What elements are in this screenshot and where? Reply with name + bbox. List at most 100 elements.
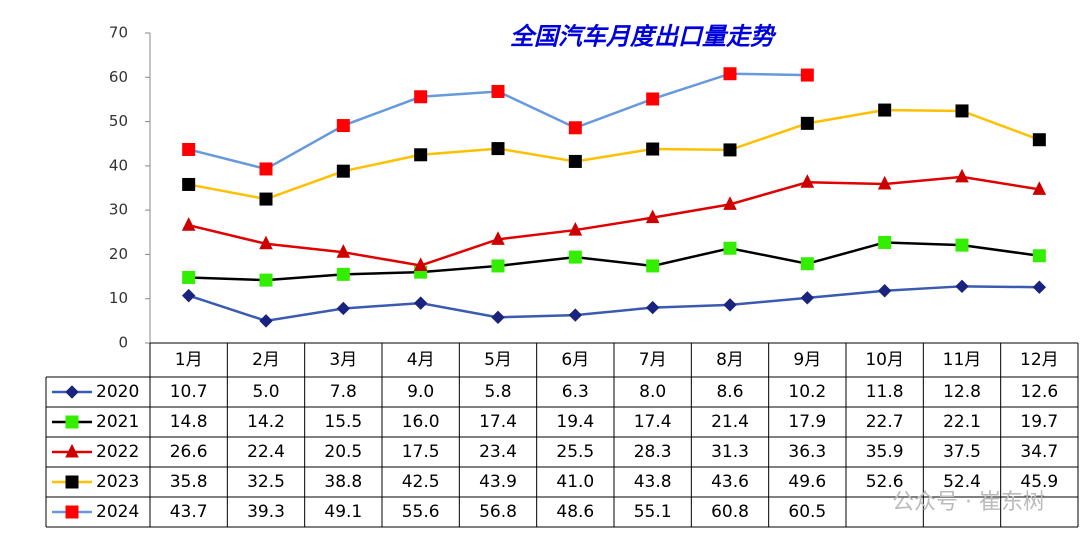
table-cell: 6.3: [562, 382, 589, 402]
table-cell: 60.8: [711, 502, 749, 522]
table-cell: 8.0: [639, 382, 666, 402]
table-cell: 5.8: [484, 382, 511, 402]
y-tick-label: 10: [109, 289, 128, 307]
marker: [259, 192, 273, 206]
table-cell: 19.7: [1020, 412, 1058, 432]
category-label: 12月: [1020, 350, 1059, 370]
marker: [800, 291, 815, 305]
table-cell: 19.4: [556, 412, 594, 432]
table-cell: 15.5: [324, 412, 362, 432]
marker: [955, 168, 969, 183]
marker: [182, 142, 196, 156]
table-cell: 49.6: [788, 472, 826, 492]
table-cell: 17.5: [402, 442, 440, 462]
table-cell: 45.9: [1020, 472, 1058, 492]
table-cell: 26.6: [170, 442, 208, 462]
marker: [568, 250, 582, 264]
marker: [1032, 133, 1046, 147]
marker: [568, 308, 583, 322]
table-cell: 22.1: [943, 412, 981, 432]
marker: [336, 164, 350, 178]
marker: [1032, 181, 1047, 195]
category-label: 1月: [175, 350, 203, 370]
table-cell: 55.6: [402, 502, 440, 522]
marker: [182, 177, 196, 191]
table-cell: 52.6: [866, 472, 904, 492]
table-cell: 52.4: [943, 472, 981, 492]
legend-label: 2022: [96, 442, 139, 462]
table-cell: 21.4: [711, 412, 749, 432]
marker: [723, 298, 737, 312]
table-cell: 60.5: [788, 502, 826, 522]
table-cell: 22.7: [866, 412, 904, 432]
marker: [491, 142, 505, 156]
table-cell: 17.4: [479, 412, 517, 432]
table-cell: 25.5: [556, 442, 594, 462]
category-label: 11月: [943, 350, 982, 370]
table-cell: 17.4: [634, 412, 672, 432]
marker: [800, 174, 815, 188]
table-cell: 32.5: [247, 472, 285, 492]
table-cell: 14.8: [170, 412, 208, 432]
table-cell: 35.8: [170, 472, 208, 492]
legend-marker: [65, 385, 79, 399]
marker: [646, 259, 660, 273]
category-label: 2月: [252, 350, 280, 370]
table-cell: 17.9: [788, 412, 826, 432]
marker: [800, 257, 814, 271]
marker: [259, 235, 273, 250]
y-tick-label: 50: [109, 112, 128, 130]
table-cell: 8.6: [716, 382, 743, 402]
marker: [336, 301, 351, 316]
watermark: 公众号 · 崔东树: [892, 490, 1045, 515]
legend-label: 2021: [96, 412, 139, 432]
table-cell: 43.8: [634, 472, 672, 492]
series-line: [188, 175, 1040, 267]
table-cell: 22.4: [247, 442, 285, 462]
marker: [878, 235, 892, 249]
marker: [568, 221, 583, 236]
table-cell: 43.6: [711, 472, 749, 492]
table-cell: 49.1: [324, 502, 362, 522]
legend-label: 2023: [96, 472, 139, 492]
table-cell: 48.6: [556, 502, 594, 522]
table-cell: 31.3: [711, 442, 749, 462]
category-label: 5月: [484, 350, 512, 370]
marker: [800, 68, 814, 82]
marker: [646, 142, 660, 156]
table-cell: 41.0: [556, 472, 594, 492]
table-cell: 10.7: [170, 382, 208, 402]
marker: [878, 103, 892, 117]
table-cell: 11.8: [866, 382, 904, 402]
marker: [646, 92, 660, 106]
legend-marker: [65, 443, 79, 458]
table-cell: 10.2: [788, 382, 826, 402]
table-cell: 9.0: [407, 382, 434, 402]
marker: [645, 209, 660, 224]
table-cell: 35.9: [866, 442, 904, 462]
marker: [413, 257, 428, 271]
table-cell: 12.6: [1020, 382, 1058, 402]
series-line: [188, 241, 1040, 282]
legend-label: 2024: [96, 502, 139, 522]
table-cell: 42.5: [402, 472, 440, 492]
marker: [1032, 249, 1046, 263]
y-tick-label: 0: [118, 334, 128, 352]
marker: [491, 259, 505, 273]
y-tick-label: 70: [109, 24, 128, 42]
chart-title: 全国汽车月度出口量走势: [510, 22, 777, 51]
marker: [877, 175, 892, 190]
table-cell: 55.1: [634, 502, 672, 522]
marker: [181, 217, 196, 231]
series-line: [188, 285, 1040, 323]
marker: [336, 267, 350, 281]
marker: [414, 90, 428, 104]
marker: [1032, 280, 1047, 294]
table-cell: 37.5: [943, 442, 981, 462]
marker: [259, 314, 273, 328]
marker: [568, 154, 582, 168]
marker: [955, 104, 969, 118]
marker: [491, 231, 505, 245]
table-cell: 7.8: [330, 382, 357, 402]
